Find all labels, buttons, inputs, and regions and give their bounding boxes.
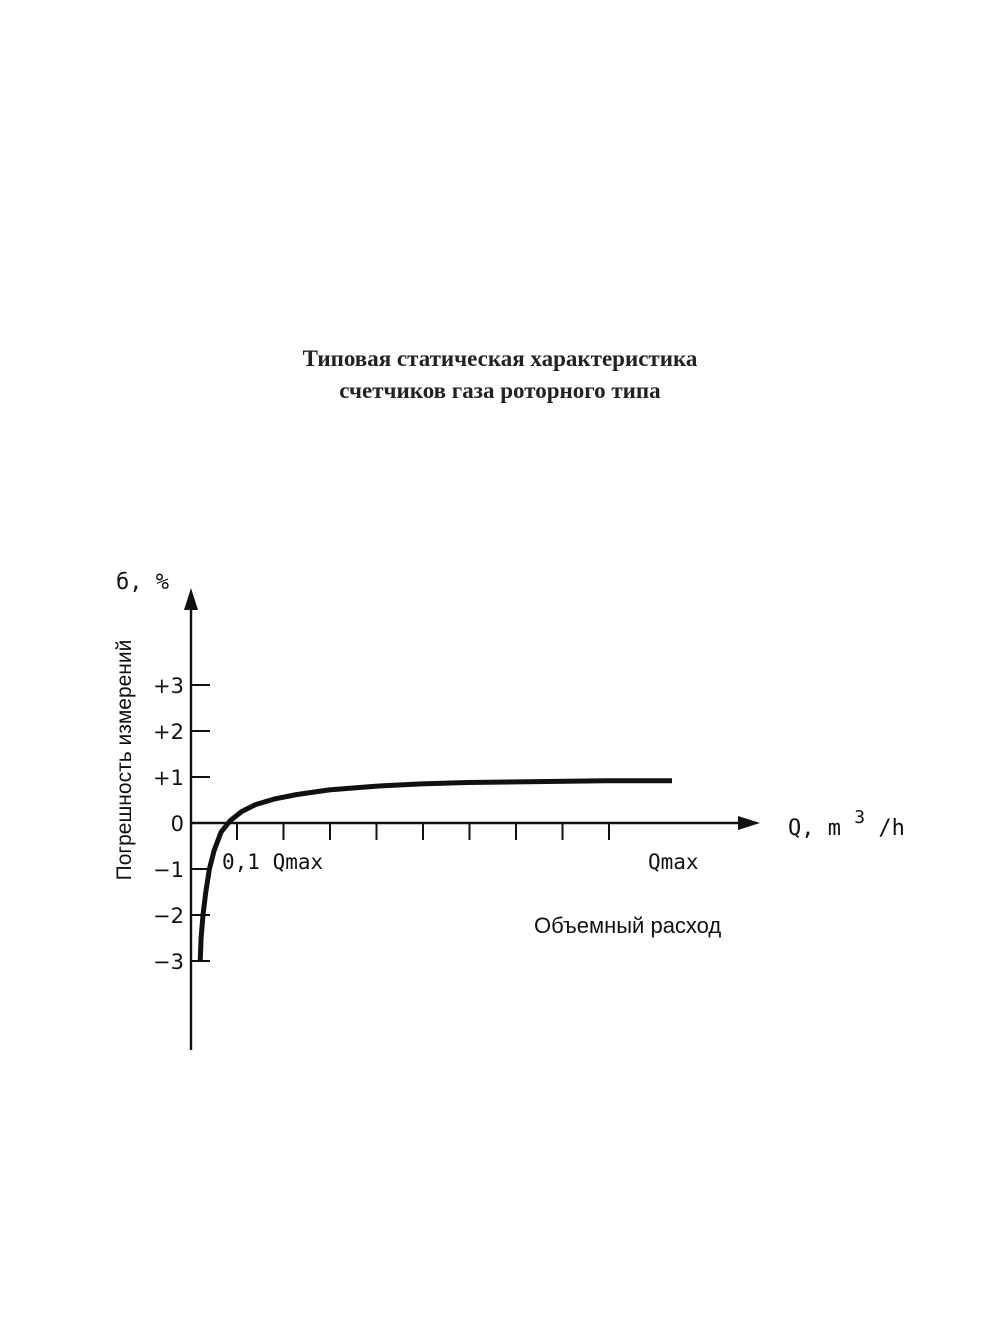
x-axis-symbol-tail: /h — [878, 816, 905, 841]
x-tick-label-0: 0,1 Qmax — [222, 850, 323, 874]
x-ticks — [236, 823, 610, 840]
y-tick-label: 0 — [171, 812, 184, 836]
x-axis-symbol-sup: 3 — [854, 807, 865, 828]
y-tick-label: +1 — [153, 766, 184, 790]
chart-title-line-1: Типовая статическая характеристика — [302, 346, 698, 371]
x-axis-title: Объемный расход — [534, 913, 721, 938]
y-axis-symbol: б, % — [116, 570, 169, 595]
y-tick-label: −2 — [153, 904, 184, 928]
y-tick-label: −3 — [153, 950, 184, 974]
y-tick-label: +3 — [153, 674, 184, 698]
chart-title: Типовая статическая характеристика счетч… — [0, 343, 1000, 407]
y-ticks: +3 +2 +1 0 −1 −2 −3 — [153, 674, 210, 974]
series-line — [197, 778, 672, 962]
x-tick-label-1: Qmax — [648, 850, 699, 874]
chart-title-line-2: счетчиков газа роторного типа — [339, 378, 661, 403]
x-axis-symbol-base: Q, m — [788, 816, 841, 841]
y-axis-arrow — [184, 588, 198, 610]
x-axis-arrow — [738, 816, 760, 830]
y-tick-label: +2 — [153, 720, 184, 744]
y-axis-title: Погрешность измерений — [113, 640, 136, 881]
x-axis-symbol: Q, m 3 /h — [788, 804, 905, 841]
y-tick-label: −1 — [153, 858, 184, 882]
